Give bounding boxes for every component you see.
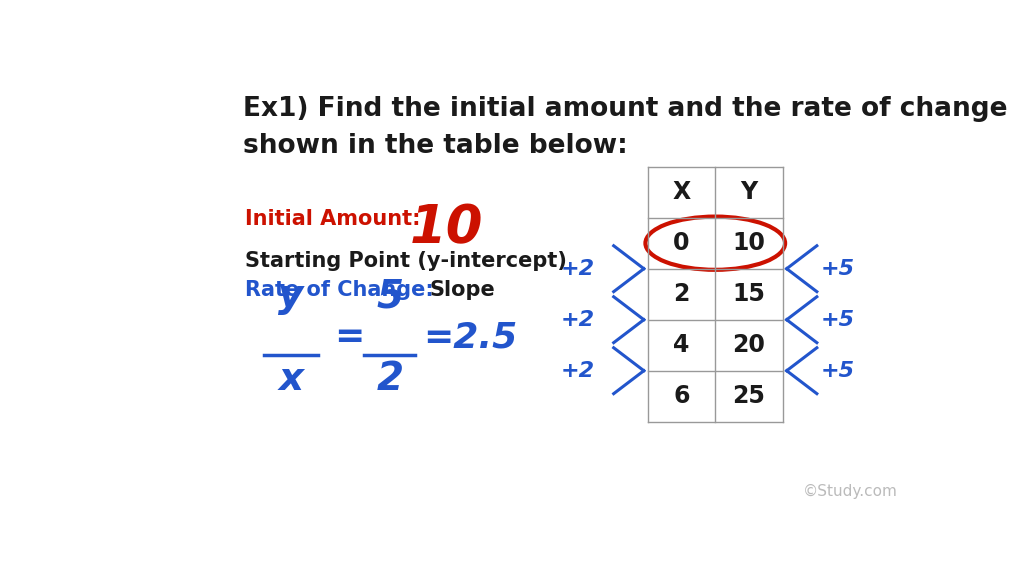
Text: =2.5: =2.5 bbox=[423, 320, 517, 354]
Text: Starting Point (y-intercept): Starting Point (y-intercept) bbox=[246, 251, 567, 271]
Text: ©Study.com: ©Study.com bbox=[803, 484, 898, 499]
Text: shown in the table below:: shown in the table below: bbox=[243, 134, 628, 160]
Text: 0: 0 bbox=[674, 231, 690, 255]
Text: x: x bbox=[279, 359, 303, 397]
Text: +2: +2 bbox=[560, 259, 595, 279]
Text: 10: 10 bbox=[732, 231, 765, 255]
Text: 5: 5 bbox=[377, 277, 403, 315]
Text: +5: +5 bbox=[821, 310, 855, 329]
Text: +2: +2 bbox=[560, 310, 595, 329]
Text: Rate of Change:: Rate of Change: bbox=[246, 280, 441, 300]
Text: Slope: Slope bbox=[430, 280, 496, 300]
Text: =: = bbox=[334, 320, 365, 354]
Text: 4: 4 bbox=[674, 333, 690, 357]
Text: 15: 15 bbox=[732, 282, 765, 306]
Text: Initial Amount:: Initial Amount: bbox=[246, 209, 428, 229]
Text: 2: 2 bbox=[377, 359, 403, 397]
Text: +2: +2 bbox=[560, 361, 595, 381]
Text: +5: +5 bbox=[821, 259, 855, 279]
Text: Y: Y bbox=[740, 180, 758, 204]
Text: 25: 25 bbox=[732, 384, 765, 408]
Text: 2: 2 bbox=[674, 282, 690, 306]
Text: 20: 20 bbox=[732, 333, 765, 357]
Text: 6: 6 bbox=[674, 384, 690, 408]
Text: y: y bbox=[278, 277, 303, 315]
Text: +5: +5 bbox=[821, 361, 855, 381]
Text: 10: 10 bbox=[410, 202, 483, 254]
Text: Ex1) Find the initial amount and the rate of change: Ex1) Find the initial amount and the rat… bbox=[243, 96, 1008, 122]
Text: X: X bbox=[673, 180, 690, 204]
